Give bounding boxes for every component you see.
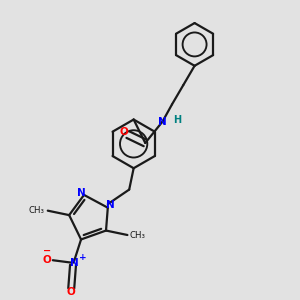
Text: O: O xyxy=(119,127,128,137)
Text: O: O xyxy=(66,287,75,297)
Text: H: H xyxy=(173,115,181,125)
Text: −: − xyxy=(43,246,51,256)
Text: N: N xyxy=(77,188,86,198)
Text: N: N xyxy=(158,117,167,127)
Text: N: N xyxy=(70,258,79,268)
Text: CH₃: CH₃ xyxy=(130,230,146,239)
Text: CH₃: CH₃ xyxy=(29,206,45,215)
Text: O: O xyxy=(43,255,51,265)
Text: +: + xyxy=(79,253,86,262)
Text: N: N xyxy=(106,200,115,210)
